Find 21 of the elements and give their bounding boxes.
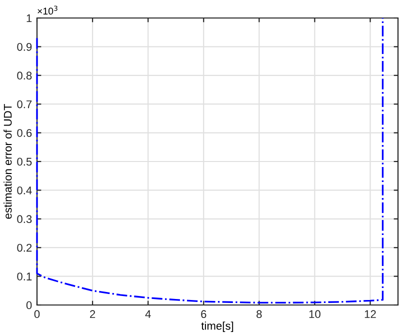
y-tick-label: 0.9 — [17, 42, 32, 51]
y-tick-label: 0.2 — [17, 244, 32, 252]
y-tick-label: 0.3 — [17, 215, 32, 224]
y-axis-title: estimation error of UDT — [4, 104, 12, 219]
y-tick-label: 1 — [26, 14, 32, 22]
y-tick-label: 0.5 — [17, 158, 32, 166]
y-tick-label: 0.1 — [17, 272, 32, 280]
y-tick-label: 0.8 — [17, 72, 32, 80]
y-tick-label: 0.4 — [17, 186, 32, 194]
y-tick-label: 0.7 — [17, 100, 32, 108]
x-axis-title: time[s] — [201, 322, 234, 332]
x-tick-label: 4 — [145, 310, 151, 318]
x-tick-label: 0 — [34, 310, 40, 318]
x-tick-label: 10 — [309, 310, 320, 318]
x-tick-label: 2 — [90, 310, 96, 318]
x-tick-label: 8 — [256, 310, 262, 318]
x-tick-label: 12 — [364, 310, 376, 318]
x-tick-label: 6 — [201, 310, 206, 318]
text: ×10$^{3}$ — [38, 6, 58, 15]
y-tick-label: 0.6 — [17, 129, 32, 137]
y-tick-label: 0 — [26, 301, 32, 310]
